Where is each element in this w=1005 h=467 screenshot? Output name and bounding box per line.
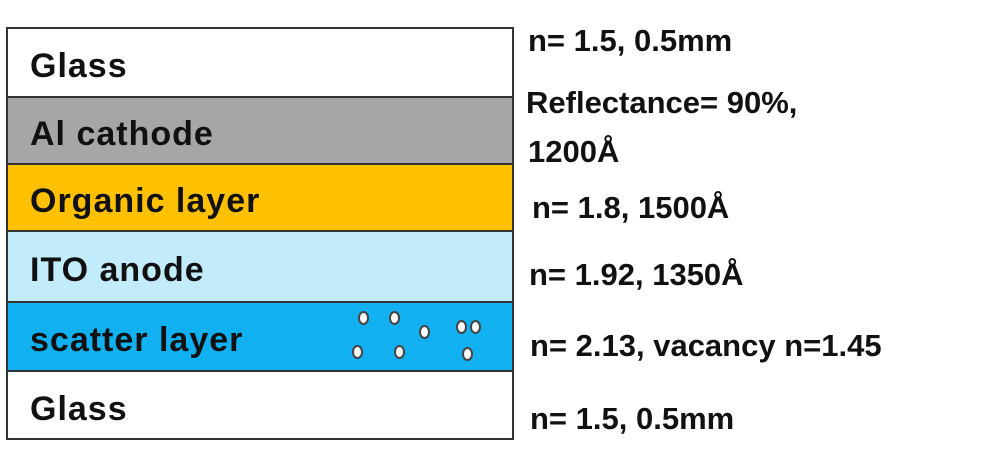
layer-label-glass-top: Glass	[30, 47, 128, 85]
scatter-bubble	[456, 320, 467, 334]
layer-al-cathode: Al cathode	[6, 96, 514, 165]
layer-label-glass-bottom: Glass	[30, 389, 128, 428]
scatter-bubble	[470, 320, 481, 334]
annotation-organic: n= 1.8, 1500Å	[532, 190, 730, 225]
layer-label-ito-anode: ITO anode	[30, 251, 205, 289]
layer-organic: Organic layer	[6, 163, 514, 232]
scatter-bubble	[394, 345, 405, 359]
layer-label-scatter: scatter layer	[30, 321, 244, 359]
annotation-glass-bottom: n= 1.5, 0.5mm	[530, 401, 735, 436]
scatter-bubble	[419, 325, 430, 339]
annotation-glass-top: n= 1.5, 0.5mm	[528, 23, 733, 58]
scatter-bubble	[358, 311, 369, 325]
layer-label-al-cathode: Al cathode	[30, 115, 214, 153]
annotation-scatter: n= 2.13, vacancy n=1.45	[530, 328, 882, 363]
scatter-bubble	[462, 347, 473, 361]
scatter-bubble	[389, 311, 400, 325]
layer-scatter: scatter layer	[6, 301, 514, 372]
layer-label-organic: Organic layer	[30, 182, 261, 220]
layer-ito-anode: ITO anode	[6, 230, 514, 303]
annotation-al-cathode-line1: Reflectance= 90%,	[526, 85, 798, 120]
layer-glass-top: Glass	[6, 27, 514, 98]
layer-glass-bottom: Glass	[6, 370, 514, 440]
annotation-ito-anode: n= 1.92, 1350Å	[529, 257, 744, 292]
annotation-al-cathode-line2: 1200Å	[528, 134, 620, 169]
scatter-bubble	[352, 345, 363, 359]
